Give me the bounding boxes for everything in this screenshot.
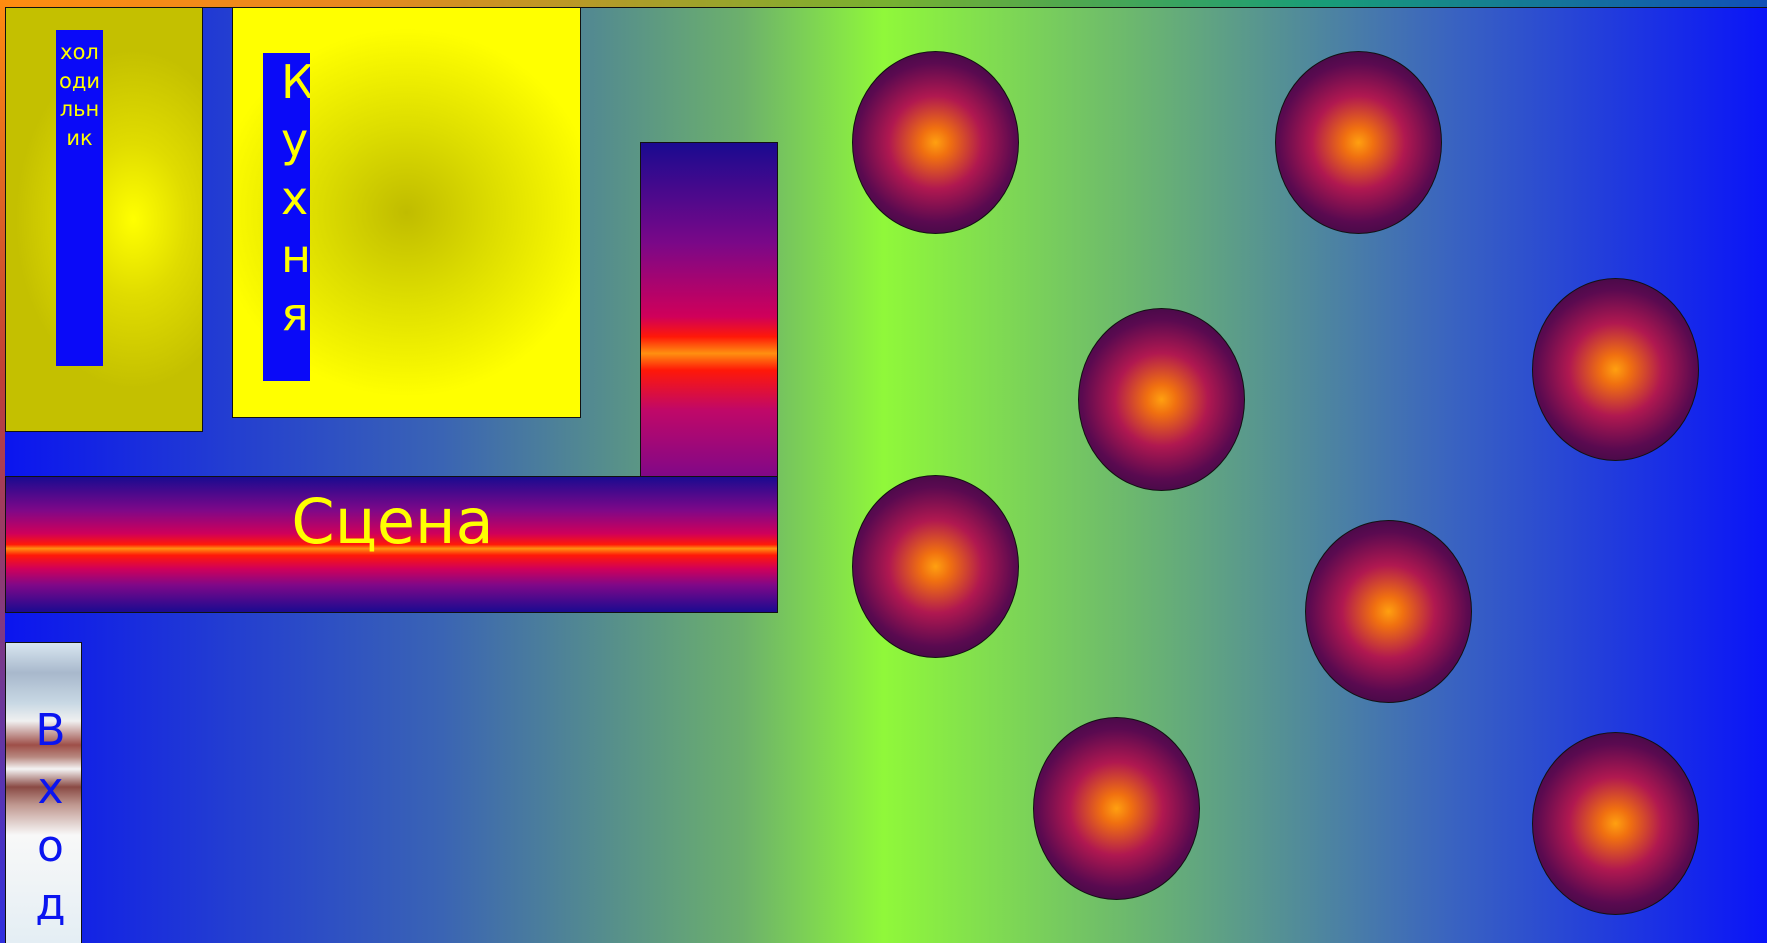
stage-area: Сцена [5,476,778,613]
table-8 [1532,732,1699,915]
entrance-label: Вход [35,705,66,930]
table-7 [1033,717,1200,900]
stage-extension [640,142,778,477]
kitchen-label: Кухня [263,53,310,381]
table-1 [852,51,1019,234]
fridge-label: холодильник [56,30,103,366]
table-4 [1532,278,1699,461]
left-border-strip [0,0,5,943]
fridge-area: холодильник [5,7,203,432]
table-6 [1305,520,1472,703]
table-3 [1078,308,1245,491]
entrance-area: Вход [5,642,82,943]
table-2 [1275,51,1442,234]
top-border-strip [0,0,1767,8]
table-5 [852,475,1019,658]
stage-label: Сцена [291,485,494,558]
